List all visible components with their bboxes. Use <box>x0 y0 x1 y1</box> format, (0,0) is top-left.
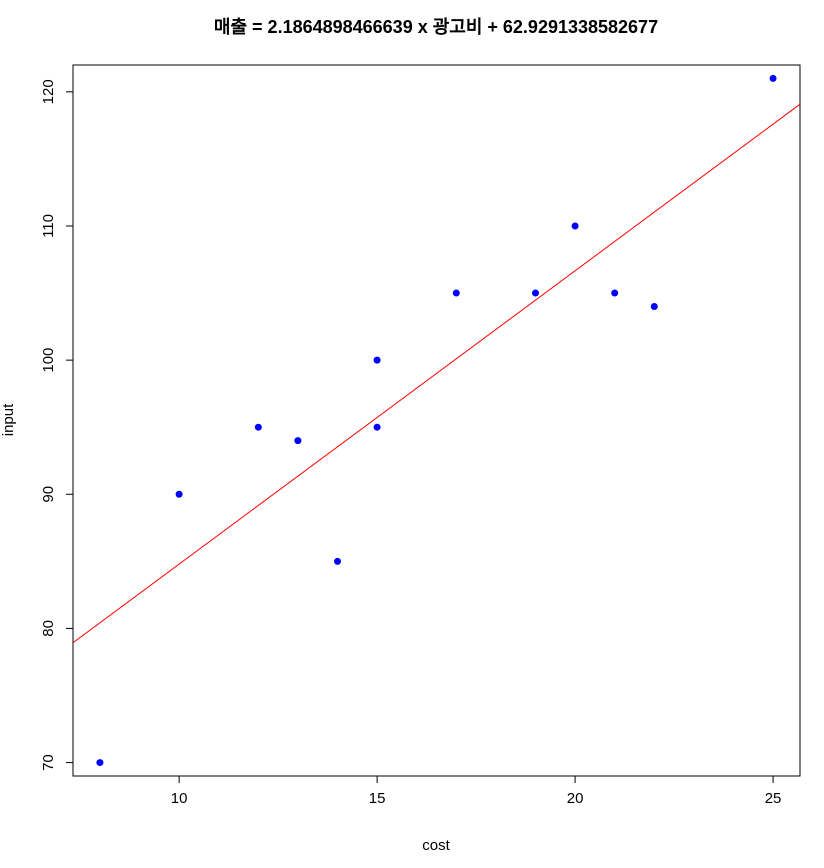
data-point <box>96 759 104 767</box>
data-point <box>571 222 579 230</box>
y-axis-label: input <box>0 403 17 436</box>
data-points <box>96 74 777 767</box>
data-point <box>294 437 302 445</box>
y-tick-label: 90 <box>40 486 57 503</box>
data-point <box>769 74 777 82</box>
y-tick-label: 110 <box>40 214 57 238</box>
x-axis: 10 15 20 25 <box>171 776 782 807</box>
x-axis-label: cost <box>422 837 450 854</box>
x-tick-label: 10 <box>171 790 188 807</box>
y-axis: 70 80 90 100 110 120 <box>40 79 73 771</box>
y-tick-label: 70 <box>40 754 57 771</box>
data-point <box>452 289 460 297</box>
chart-title: 매출 = 2.1864898466639 x 광고비 + 62.92913385… <box>214 17 658 37</box>
x-tick-label: 20 <box>567 790 584 807</box>
data-point <box>611 289 619 297</box>
x-tick-label: 25 <box>765 790 782 807</box>
data-point <box>334 557 342 565</box>
data-point <box>373 356 381 364</box>
data-point <box>531 289 539 297</box>
y-tick-label: 120 <box>40 79 57 104</box>
regression-line <box>73 103 800 644</box>
y-tick-label: 80 <box>40 620 57 637</box>
plot-frame <box>72 64 801 777</box>
data-point <box>175 490 183 498</box>
data-point <box>650 302 658 310</box>
data-point <box>373 423 381 431</box>
x-tick-label: 15 <box>369 790 386 807</box>
data-point <box>254 423 262 431</box>
y-tick-label: 100 <box>40 348 57 373</box>
